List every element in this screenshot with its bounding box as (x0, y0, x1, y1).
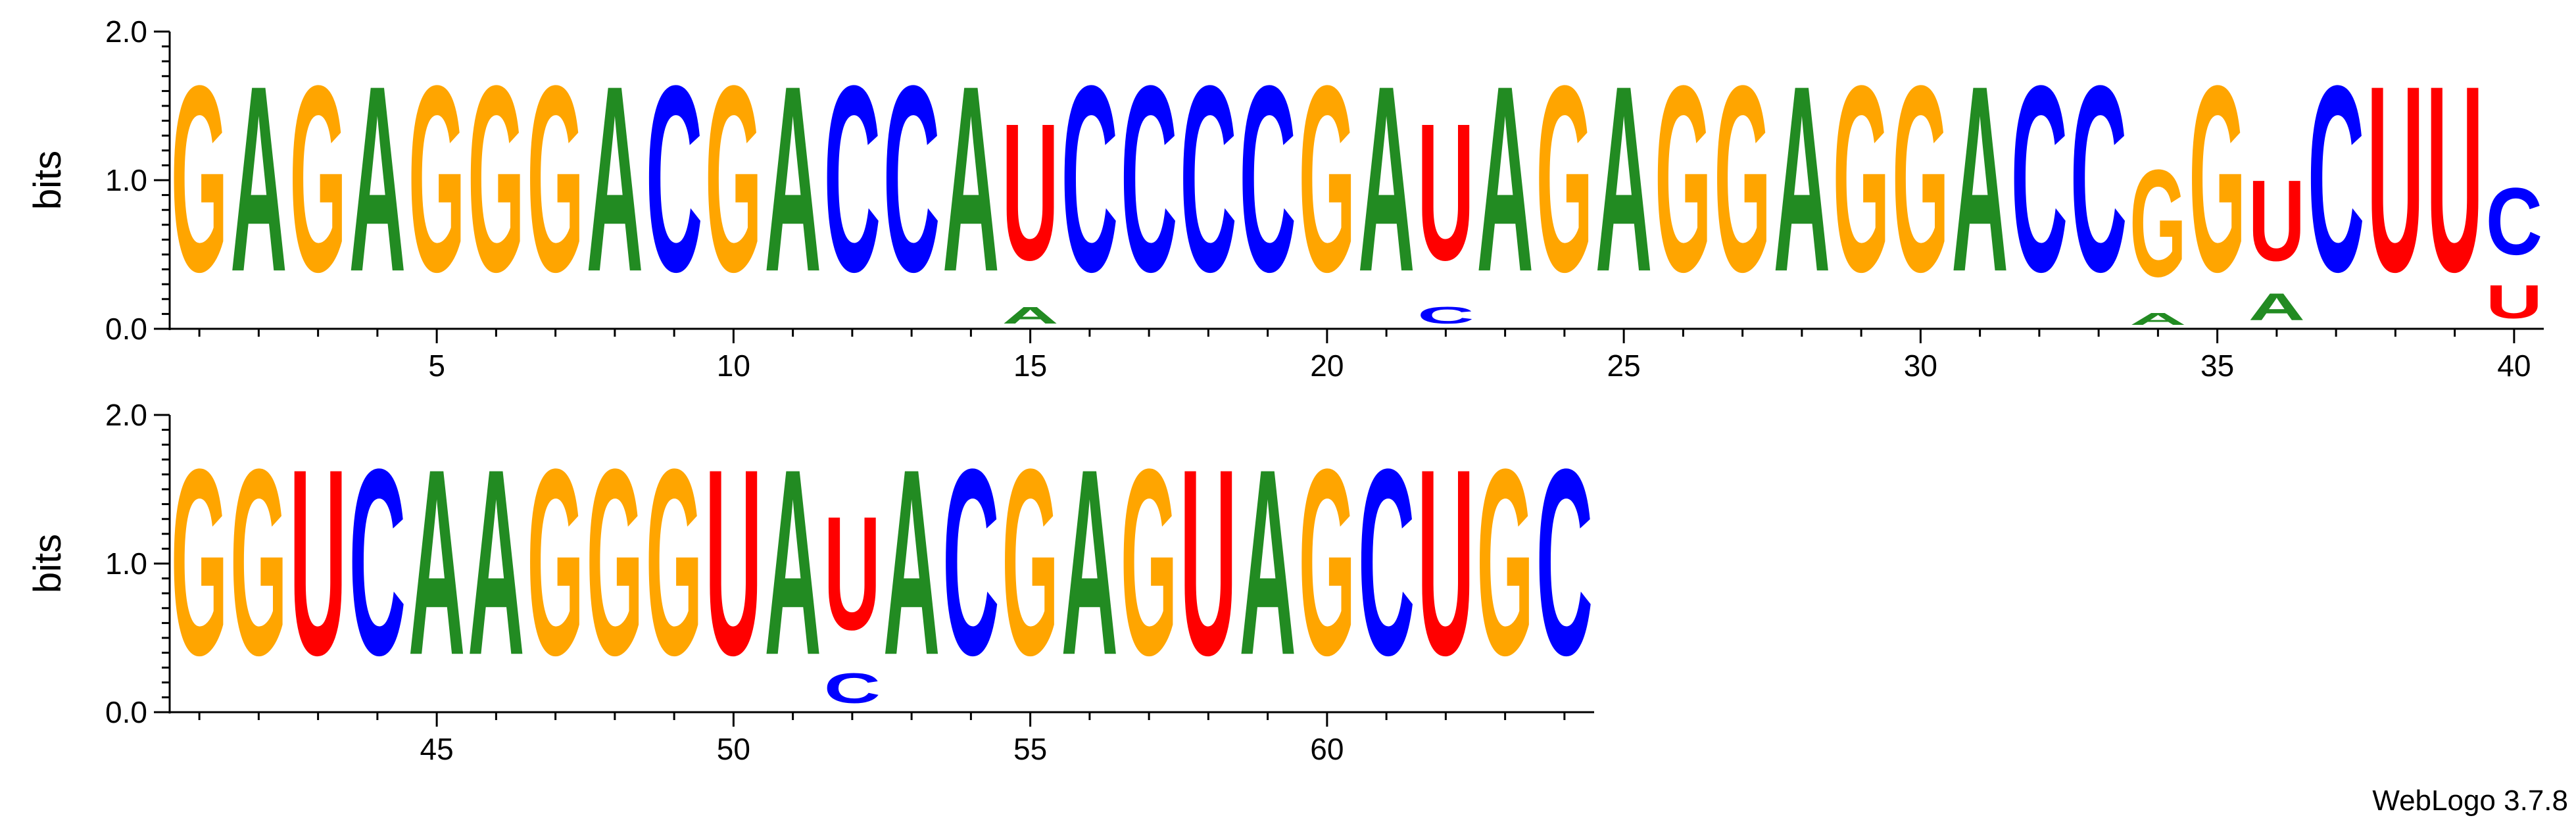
logo-letter-g: G (2129, 137, 2186, 308)
logo-letter-a: A (1952, 32, 2008, 327)
logo-letter-c: C (1121, 32, 1177, 327)
logo-letter-g: G (527, 30, 584, 327)
logo-letter-u: U (1002, 82, 1059, 301)
logo-letter-u: U (2367, 32, 2423, 327)
logo-letter-c: C (1240, 32, 1296, 327)
logo-letter-g: G (587, 414, 643, 710)
logo-letter-g: G (290, 30, 347, 327)
x-tick-label: 50 (717, 732, 750, 766)
logo-letter-c: C (1061, 32, 1118, 327)
logo-letter-g: G (1299, 30, 1355, 327)
logo-letter-a: A (765, 415, 821, 711)
logo-letter-c: C (2070, 32, 2127, 327)
logo-letter-c: C (2308, 32, 2364, 327)
logo-letter-a: A (349, 32, 406, 327)
y-axis-label: bits (26, 534, 69, 593)
logo-letter-u: U (290, 415, 347, 711)
logo-letter-g: G (1477, 414, 1534, 710)
logo-letter-c: C (1180, 32, 1236, 327)
logo-letter-c: C (824, 32, 881, 327)
logo-letter-a: A (1002, 302, 1059, 329)
logo-letter-a: A (587, 32, 643, 327)
logo-letter-c: C (1358, 415, 1415, 711)
logo-letter-g: G (1892, 30, 1949, 327)
logo-letter-g: G (527, 414, 584, 710)
x-tick-label: 35 (2200, 349, 2234, 383)
y-tick-label: 1.0 (105, 546, 147, 581)
logo-letter-g: G (1299, 414, 1355, 710)
weblogo-credit: WebLogo 3.7.8 (2372, 785, 2568, 817)
logo-letter-c: C (646, 32, 702, 327)
logo-letter-c: C (349, 415, 406, 711)
logo-letter-a: A (1240, 415, 1296, 711)
logo-letter-a: A (408, 415, 465, 711)
logo-letter-g: G (1536, 30, 1593, 327)
logo-letter-a: A (942, 32, 999, 327)
logo-letter-a: A (883, 415, 940, 711)
logo-letter-g: G (2189, 30, 2246, 327)
logo-letter-g: G (230, 414, 287, 710)
logo-letter-c: C (942, 415, 999, 711)
x-tick-label: 55 (1013, 732, 1047, 766)
logo-letter-u: U (2486, 276, 2542, 329)
logo-letter-g: G (1833, 30, 1889, 327)
logo-letter-a: A (230, 32, 287, 327)
logo-letter-g: G (468, 30, 524, 327)
logo-letter-c: C (2011, 32, 2068, 327)
logo-letter-c: C (1536, 415, 1593, 711)
logo-letter-a: A (765, 32, 821, 327)
logo-letter-g: G (1002, 414, 1059, 710)
logo-letter-c: C (824, 665, 881, 712)
y-axis-label: bits (26, 151, 69, 210)
y-tick-label: 0.0 (105, 695, 147, 729)
y-tick-label: 0.0 (105, 312, 147, 346)
logo-letter-u: U (2427, 32, 2483, 327)
logo-letter-g: G (171, 414, 228, 710)
x-tick-label: 60 (1310, 732, 1344, 766)
logo-letter-g: G (1655, 30, 1711, 327)
logo-letter-a: A (1477, 32, 1534, 327)
y-tick-label: 2.0 (105, 14, 147, 49)
x-tick-label: 45 (420, 732, 454, 766)
logo-letter-c: C (883, 32, 940, 327)
y-tick-label: 2.0 (105, 398, 147, 432)
x-tick-label: 40 (2497, 349, 2531, 383)
y-tick-label: 1.0 (105, 163, 147, 197)
logo-letter-u: U (2248, 156, 2305, 285)
logo-letter-a: A (1061, 415, 1118, 711)
logo-letter-u: U (824, 483, 881, 664)
x-tick-label: 15 (1013, 349, 1047, 383)
logo-letter-a: A (2129, 310, 2186, 329)
logo-letter-g: G (646, 414, 702, 710)
logo-letter-g: G (408, 30, 465, 327)
x-tick-label: 25 (1607, 349, 1641, 383)
logo-letter-g: G (705, 30, 762, 327)
logo-letter-a: A (2248, 285, 2305, 328)
logo-letter-c: C (1417, 302, 1474, 329)
logo-letter-g: G (1714, 30, 1771, 327)
logo-letter-a: A (1774, 32, 1830, 327)
x-tick-label: 10 (717, 349, 750, 383)
logo-letter-c: C (2486, 169, 2542, 276)
logo-letter-a: A (1595, 32, 1652, 327)
x-tick-label: 20 (1310, 349, 1344, 383)
logo-letter-a: A (1358, 32, 1415, 327)
logo-letter-g: G (171, 30, 228, 327)
logo-letter-u: U (705, 415, 762, 711)
logo-letter-g: G (1121, 414, 1177, 710)
logo-letter-u: U (1180, 415, 1236, 711)
logo-letter-u: U (1417, 415, 1474, 711)
logo-letter-u: U (1417, 82, 1474, 301)
logo-letter-a: A (468, 415, 524, 711)
x-tick-label: 5 (428, 349, 445, 383)
x-tick-label: 30 (1904, 349, 1937, 383)
